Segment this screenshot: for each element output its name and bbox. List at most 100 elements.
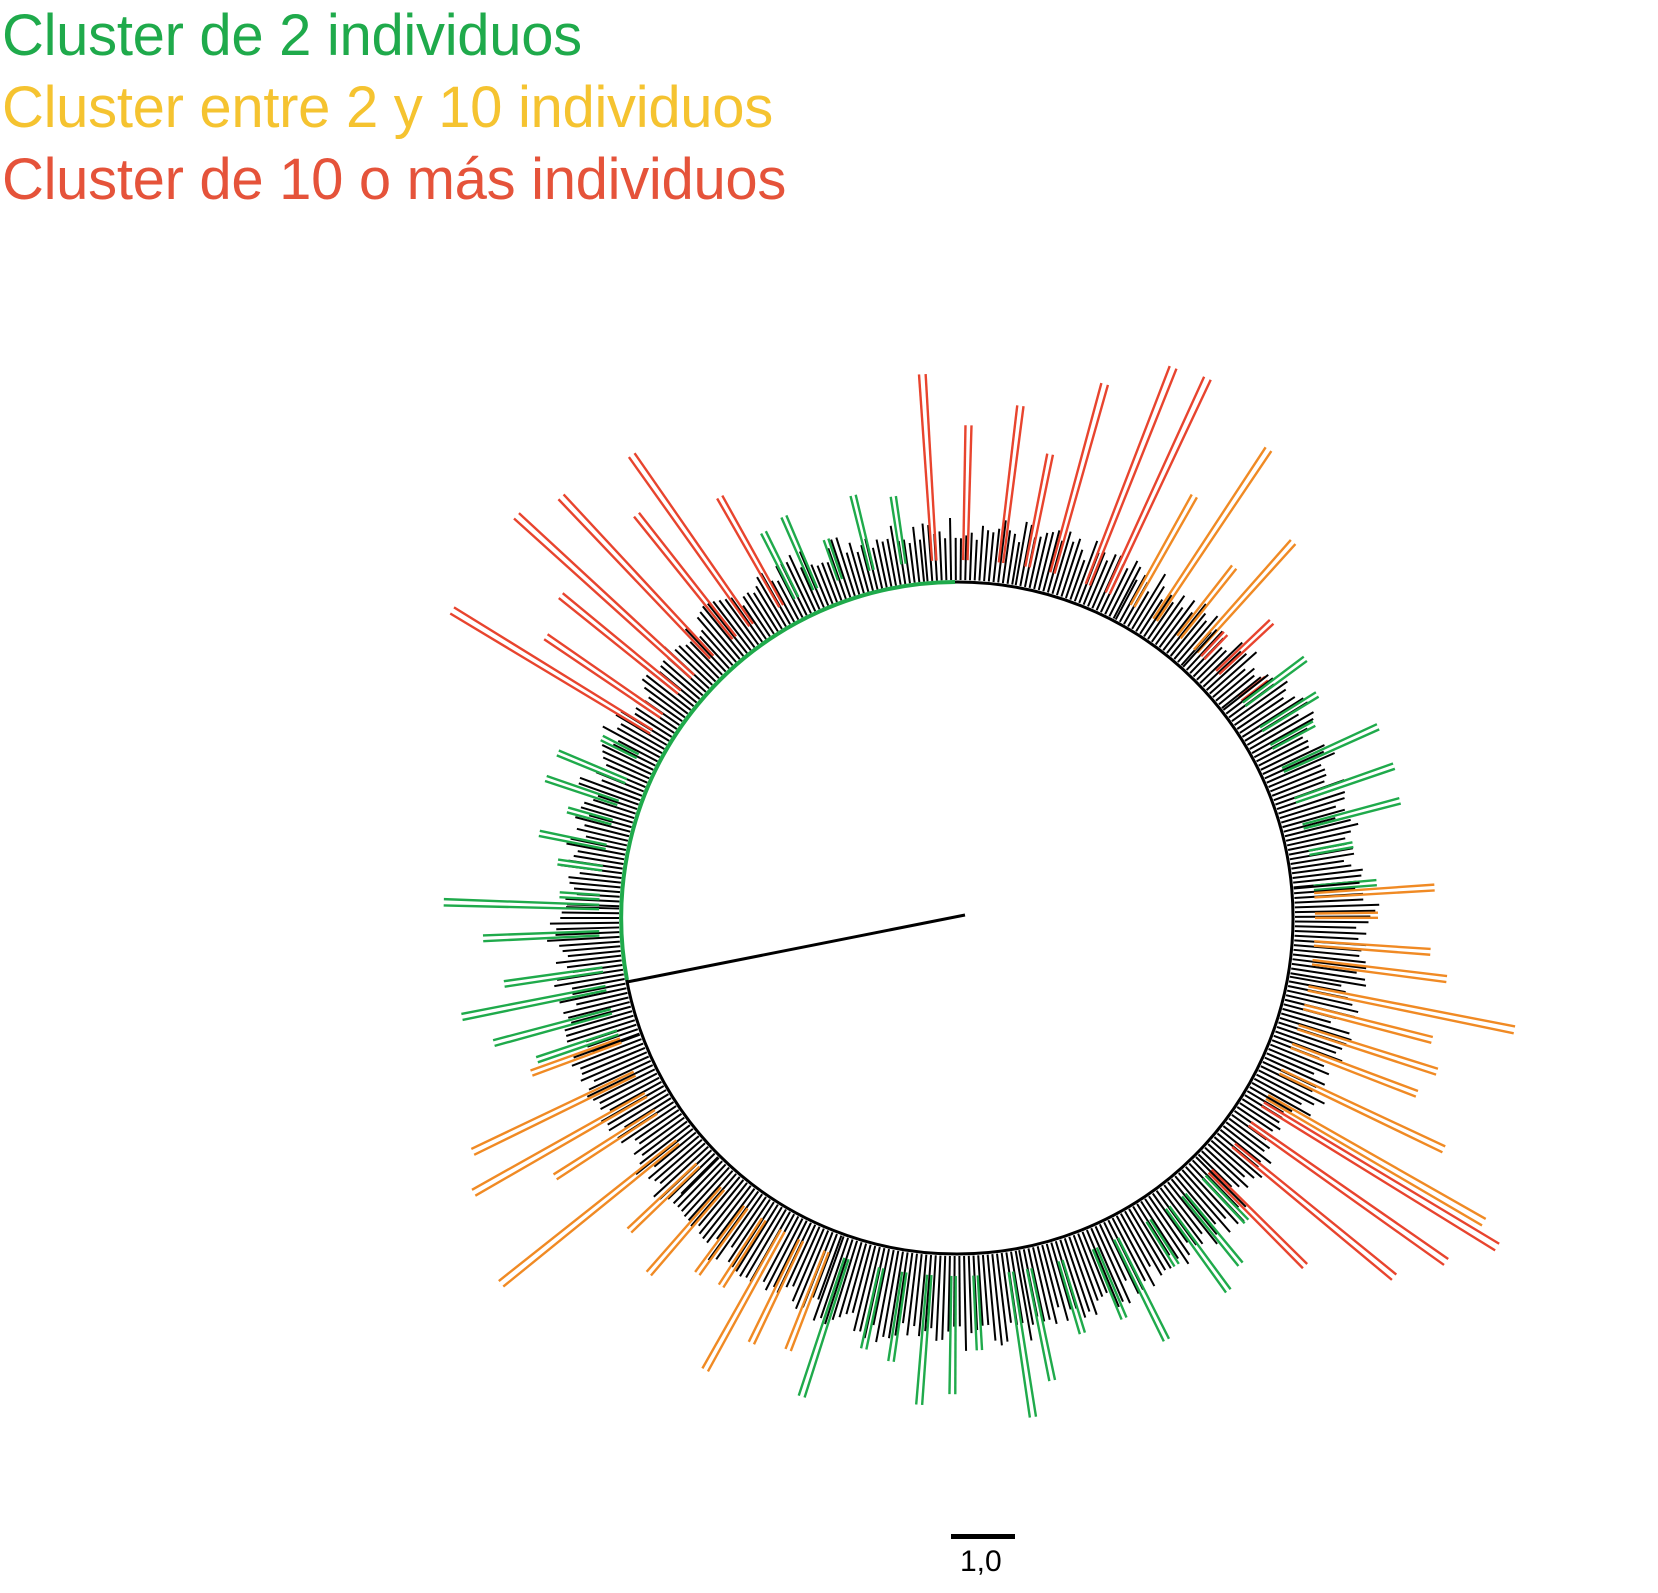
cluster-branch bbox=[716, 497, 781, 608]
tree-tip-branch bbox=[1143, 594, 1173, 638]
tree-tip-branch bbox=[812, 1236, 845, 1321]
tree-tip-branch bbox=[963, 1255, 968, 1351]
tree-tip-branch bbox=[1268, 764, 1322, 788]
tree-tip-branch bbox=[1270, 1043, 1325, 1068]
cluster-branch bbox=[1095, 1247, 1128, 1318]
cluster-branch bbox=[1242, 655, 1305, 704]
tree-tip-branch bbox=[1292, 953, 1366, 964]
tree-tip-branch bbox=[580, 806, 634, 824]
cluster-branch bbox=[849, 495, 871, 572]
tree-tip-branch bbox=[1112, 566, 1142, 619]
cluster-branch bbox=[859, 1267, 881, 1349]
tree-tip-branch bbox=[573, 1032, 640, 1059]
cluster-branch bbox=[1024, 453, 1049, 567]
tree-tip-branch bbox=[634, 1109, 680, 1141]
tree-tip-branch bbox=[875, 539, 888, 588]
tree-tip-branch bbox=[706, 1185, 752, 1244]
cluster-branch bbox=[1308, 841, 1353, 852]
tree-tip-branch bbox=[1199, 641, 1243, 684]
tree-tip-branch bbox=[588, 1059, 652, 1091]
cluster-branch bbox=[626, 1162, 698, 1230]
cluster-branch bbox=[701, 1229, 782, 1369]
cluster-branch bbox=[1133, 496, 1198, 608]
cluster-branch bbox=[473, 1074, 637, 1156]
tree-tip-branch bbox=[1293, 874, 1362, 884]
cluster-branch bbox=[694, 1205, 746, 1273]
tree-tip-branch bbox=[1196, 649, 1227, 681]
tree-tip-branch bbox=[1011, 541, 1021, 585]
tree-tip-branch bbox=[1282, 1007, 1332, 1024]
cluster-branch bbox=[1011, 1271, 1038, 1417]
tree-tip-branch bbox=[602, 756, 650, 780]
cluster-branch bbox=[492, 1008, 612, 1042]
tree-tip-branch bbox=[672, 1157, 720, 1205]
tree-tip-branch bbox=[1170, 1178, 1218, 1235]
tree-tip-branch bbox=[569, 881, 621, 889]
cluster-branch bbox=[747, 1238, 801, 1343]
cluster-branch bbox=[1311, 963, 1447, 984]
tree-tip-branch bbox=[1288, 980, 1346, 994]
tree-tip-branch bbox=[592, 1068, 656, 1102]
tree-tip-branch bbox=[1251, 718, 1314, 754]
tree-tip-branch bbox=[1209, 651, 1258, 695]
tree-tip-branch bbox=[654, 1138, 703, 1182]
tree-tip-branch bbox=[1219, 1129, 1262, 1163]
tree-root-branch bbox=[626, 913, 966, 984]
tree-tip-branch bbox=[1290, 972, 1367, 987]
cluster-branch bbox=[1061, 1259, 1087, 1333]
tree-tip-branch bbox=[1014, 1250, 1033, 1341]
tree-tip-branch bbox=[1059, 1239, 1087, 1318]
tree-tip-branch bbox=[906, 1253, 918, 1336]
tree-tip-branch bbox=[1068, 1236, 1098, 1316]
tree-tip-branch bbox=[559, 987, 627, 1004]
cluster-branch bbox=[443, 897, 600, 907]
tree-tip-branch bbox=[1046, 540, 1064, 593]
tree-tip-branch bbox=[1154, 606, 1184, 646]
tree-tip-branch bbox=[1147, 601, 1174, 640]
cluster-branch bbox=[559, 891, 600, 897]
cluster-branch bbox=[638, 511, 737, 638]
tree-tip-branch bbox=[1185, 1166, 1239, 1225]
tree-tip-branch bbox=[1294, 887, 1356, 895]
cluster-branch bbox=[1001, 406, 1025, 564]
tree-tip-branch bbox=[987, 532, 995, 582]
tree-tip-branch bbox=[716, 1188, 756, 1240]
cluster-branch bbox=[1218, 622, 1275, 676]
cluster-branch bbox=[1129, 493, 1193, 606]
tree-tip-branch bbox=[1293, 881, 1360, 890]
tree-tip-branch bbox=[1294, 934, 1359, 941]
cluster-branch bbox=[722, 1219, 767, 1289]
cluster-branch bbox=[1176, 564, 1233, 637]
tree-tip-branch bbox=[609, 1080, 662, 1112]
scale-bar bbox=[951, 1534, 1015, 1539]
cluster-branch bbox=[453, 606, 654, 731]
tree-tip-branch bbox=[1094, 1225, 1131, 1304]
tree-tip-branch bbox=[555, 954, 622, 964]
cluster-branch bbox=[1116, 1237, 1171, 1340]
cluster-branch bbox=[1308, 985, 1516, 1028]
tree-tip-branch bbox=[564, 1010, 633, 1032]
tree-tip-branch bbox=[575, 816, 631, 833]
tree-tip-branch bbox=[770, 580, 796, 623]
cluster-branch bbox=[566, 811, 612, 826]
tree-tip-branch bbox=[724, 598, 760, 646]
tree-tip-branch bbox=[917, 1254, 928, 1337]
tree-tip-branch bbox=[1077, 1233, 1104, 1297]
tree-tip-branch bbox=[715, 1193, 763, 1260]
cluster-branch bbox=[920, 1275, 933, 1406]
tree-tip-branch bbox=[568, 876, 621, 884]
tree-tip-branch bbox=[687, 1170, 734, 1221]
tree-tip-branch bbox=[1253, 727, 1308, 759]
tree-tip-branch bbox=[639, 1124, 691, 1165]
cluster-branch bbox=[1298, 1023, 1439, 1070]
cluster-branch bbox=[1307, 989, 1514, 1035]
tree-tip-branch bbox=[1266, 752, 1336, 784]
tree-tip-branch bbox=[1294, 920, 1369, 924]
cluster-branch bbox=[1149, 1218, 1180, 1265]
cluster-branch bbox=[1181, 1195, 1240, 1267]
tree-tip-branch bbox=[881, 541, 893, 587]
tree-tip-branch bbox=[1222, 1125, 1272, 1165]
tree-tip-branch bbox=[1151, 595, 1186, 643]
tree-tip-branch bbox=[755, 585, 783, 630]
tree-tip-branch bbox=[620, 723, 665, 750]
